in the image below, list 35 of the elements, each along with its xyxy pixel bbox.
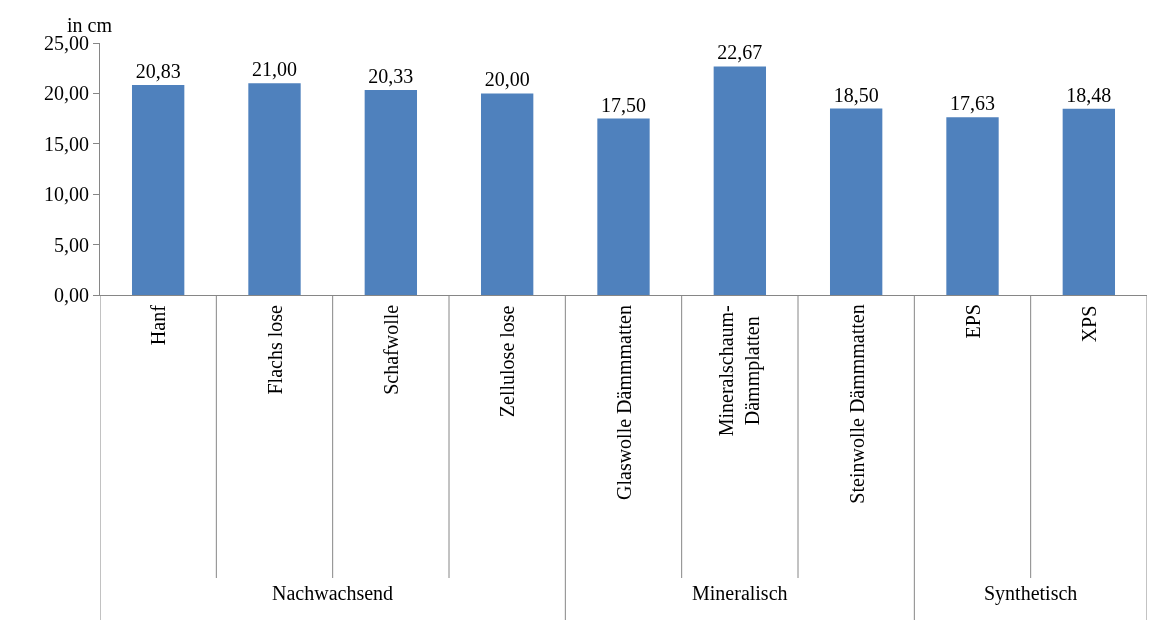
data-label: 22,67 xyxy=(717,41,763,64)
x-tick-label: EPS xyxy=(961,304,984,339)
data-label: 17,50 xyxy=(601,93,646,116)
bar xyxy=(248,83,301,295)
x-tick-label: Hanf xyxy=(147,304,170,346)
bar xyxy=(131,85,185,295)
y-tick-label: 15,00 xyxy=(44,132,89,155)
bar xyxy=(480,93,534,295)
data-label: 17,63 xyxy=(950,92,996,115)
y-tick-label: 10,00 xyxy=(44,183,89,206)
text: Mineralisch xyxy=(692,582,788,604)
data-label: 18,48 xyxy=(1066,83,1112,106)
text: Synthetisch xyxy=(984,582,1078,605)
x-tick-label: Glaswolle Dämmmatten xyxy=(613,305,635,500)
x-tick-label: Flachs lose xyxy=(263,304,286,395)
bar xyxy=(829,108,883,295)
bar xyxy=(364,90,418,295)
data-label: 20,83 xyxy=(135,60,181,83)
x-tick-label: Mineralschaum- Dämmplatten xyxy=(715,305,765,437)
bar xyxy=(946,117,999,295)
x-tick-label: Zellulose lose xyxy=(496,305,519,418)
text: Nachwachsend xyxy=(272,582,394,604)
bar xyxy=(1062,108,1116,295)
y-tick-label: 20,00 xyxy=(44,82,89,105)
bar xyxy=(713,66,767,295)
y-tick-label: 0,00 xyxy=(54,284,89,306)
data-label: 20,33 xyxy=(368,65,414,88)
x-tick-label: Schafwolle xyxy=(379,304,402,395)
data-label: 20,00 xyxy=(484,68,530,91)
data-label: 18,50 xyxy=(833,83,879,106)
x-tick-label: XPS xyxy=(1078,305,1101,343)
bar xyxy=(597,118,650,295)
x-tick-label: Steinwolle Dämmmatten xyxy=(845,304,868,504)
data-label: 21,00 xyxy=(252,58,297,81)
y-tick-label: 5,00 xyxy=(54,233,89,256)
